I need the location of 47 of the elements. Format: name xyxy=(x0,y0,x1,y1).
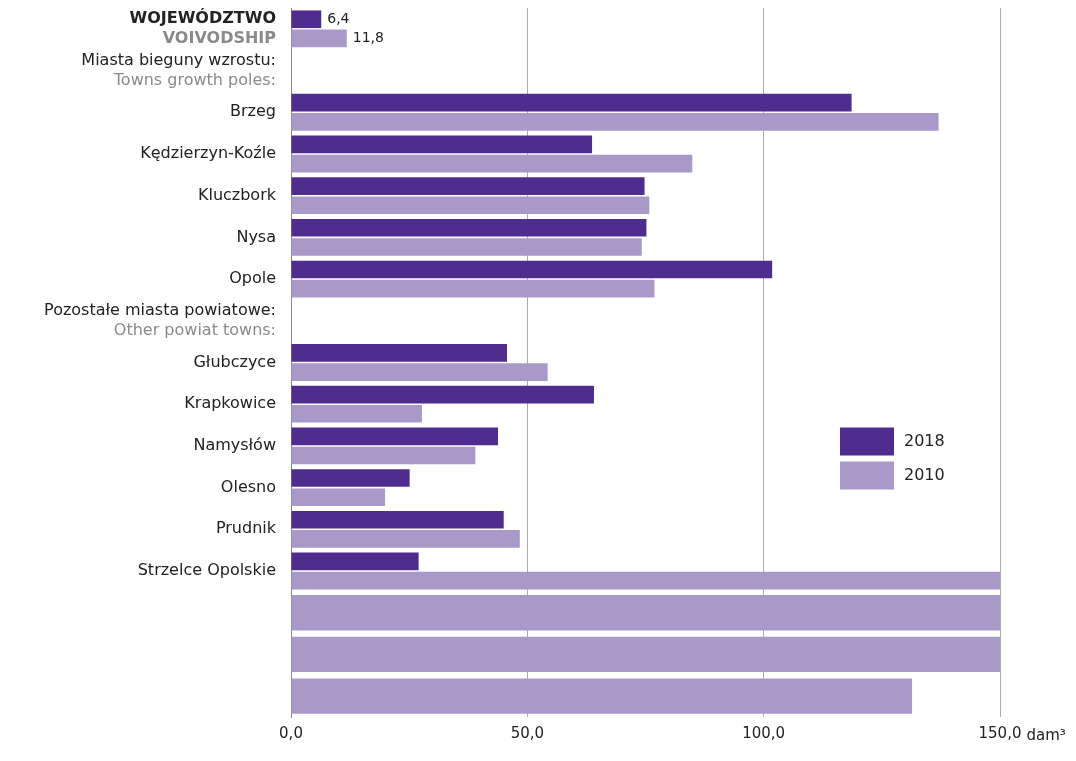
bar xyxy=(291,404,422,423)
legend-label: 2010 xyxy=(904,464,945,484)
bar xyxy=(291,427,499,446)
bar xyxy=(291,469,410,487)
y-tick-label: Nysa xyxy=(236,226,276,246)
bar xyxy=(291,260,773,279)
x-tick-label: 0,0 xyxy=(279,723,303,742)
bar xyxy=(291,177,645,195)
bar xyxy=(291,196,650,215)
text: Miasta bieguny wzrostu: Towns growth poles: xyxy=(81,49,276,89)
bar xyxy=(291,363,548,381)
text: Pozostałe miasta powiatowe: Other powiat towns: xyxy=(44,299,276,339)
x-tick-label: 150,0 xyxy=(978,723,1022,742)
bar xyxy=(291,279,655,298)
bar xyxy=(291,29,347,48)
y-tick-label: Krapkowice xyxy=(184,393,276,413)
legend-label: 2018 xyxy=(904,430,945,450)
bar xyxy=(291,113,939,131)
y-tick-label: Olesno xyxy=(220,476,276,496)
bar xyxy=(291,385,594,404)
y-tick-label: Strzelce Opolskie xyxy=(137,560,276,580)
y-tick-label: Prudnik xyxy=(215,518,277,538)
bar xyxy=(291,344,508,362)
y-tick-label: WOJEWÓDZTWO VOIVODSHIP xyxy=(129,8,277,48)
y-tick-label: Opole xyxy=(229,268,276,288)
data-label: 6,4 xyxy=(327,9,350,26)
bar xyxy=(291,510,504,529)
x-tick-label: 50,0 xyxy=(510,723,545,742)
y-tick-label: Namysłów xyxy=(193,435,276,455)
bar xyxy=(291,552,419,571)
x-tick-label: 100,0 xyxy=(742,723,786,742)
bar xyxy=(291,135,593,154)
bar xyxy=(291,446,476,465)
bar xyxy=(291,154,693,173)
y-tick-label: Brzeg xyxy=(230,101,276,121)
bar xyxy=(291,238,642,256)
bar xyxy=(291,10,322,29)
bar xyxy=(291,571,1000,590)
y-tick-label: Głubczyce xyxy=(193,351,276,371)
x-axis-title: dam³ xyxy=(1026,726,1066,745)
y-tick-label: Kędzierzyn-Koźle xyxy=(140,143,276,163)
data-label: 11,8 xyxy=(352,29,384,46)
y-tick-label: Kluczbork xyxy=(197,184,277,204)
bar xyxy=(291,93,852,112)
bar xyxy=(291,530,520,548)
bar xyxy=(291,218,647,237)
bar xyxy=(291,488,386,507)
